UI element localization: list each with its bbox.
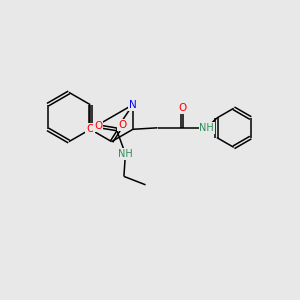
Text: O: O [178, 103, 186, 113]
Text: NH: NH [118, 149, 133, 159]
Text: O: O [86, 124, 94, 134]
Text: O: O [94, 121, 103, 131]
Text: N: N [129, 100, 137, 110]
Text: NH: NH [199, 123, 214, 133]
Text: O: O [118, 120, 126, 130]
